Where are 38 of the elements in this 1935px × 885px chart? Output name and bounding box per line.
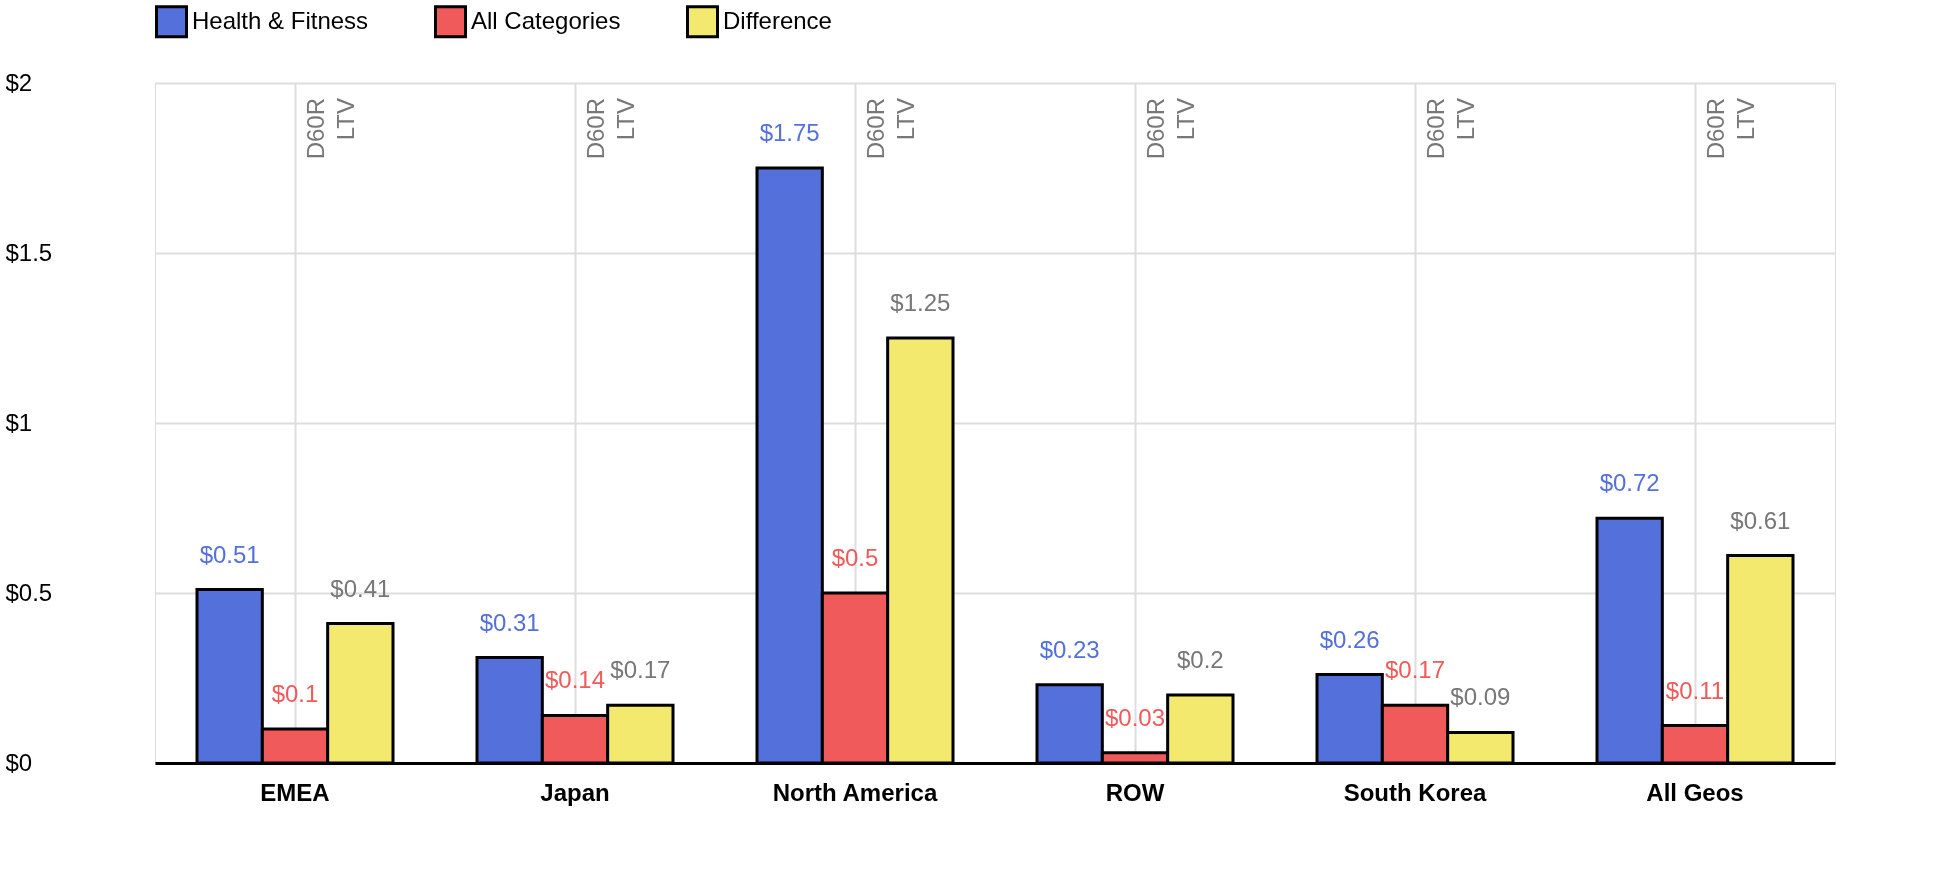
x-tick-label: All Geos (1646, 778, 1744, 806)
legend-label: All Categories (471, 6, 621, 34)
x-tick-label: North America (772, 778, 938, 806)
data-label: $0.09 (1450, 683, 1511, 711)
data-label: $0.41 (330, 574, 391, 602)
y-tick-label: $0.5 (5, 578, 53, 606)
data-label: $0.23 (1039, 635, 1100, 663)
data-label: $0.1 (271, 680, 319, 707)
legend-label: Health & Fitness (192, 6, 369, 34)
legend-label: Difference (723, 6, 832, 34)
x-tick-label: ROW (1105, 778, 1165, 806)
data-label: $0.17 (610, 656, 671, 684)
data-label: $0.61 (1730, 506, 1791, 534)
data-label: $1.25 (890, 289, 951, 316)
data-label: $0.11 (1665, 676, 1725, 704)
data-label: $1.75 (759, 119, 820, 146)
data-label: $0.03 (1104, 703, 1166, 731)
y-tick-label: $1.5 (5, 238, 53, 266)
annotation: D60R LTV (302, 98, 359, 160)
x-tick-label: South Korea (1343, 778, 1487, 806)
data-label: $0.14 (544, 666, 606, 694)
y-tick-label: $0 (5, 748, 33, 776)
annotation: D60R LTV (582, 98, 639, 160)
data-label: $0.26 (1319, 625, 1380, 653)
annotation: D60R LTV (1702, 98, 1759, 160)
annotation: D60R LTV (1142, 98, 1199, 160)
data-label: $0.51 (199, 540, 260, 568)
annotation: D60R LTV (862, 98, 919, 160)
data-label: $0.72 (1599, 469, 1660, 497)
x-tick-label: Japan (540, 778, 610, 806)
y-tick-label: $1 (5, 408, 33, 436)
data-label: $0.2 (1176, 646, 1224, 673)
annotation: D60R LTV (1422, 98, 1479, 160)
x-tick-label: EMEA (260, 778, 330, 806)
data-label: $0.5 (831, 544, 879, 571)
data-label: $0.17 (1384, 656, 1446, 684)
y-tick-label: $2 (5, 68, 33, 96)
data-label: $0.31 (479, 608, 540, 636)
